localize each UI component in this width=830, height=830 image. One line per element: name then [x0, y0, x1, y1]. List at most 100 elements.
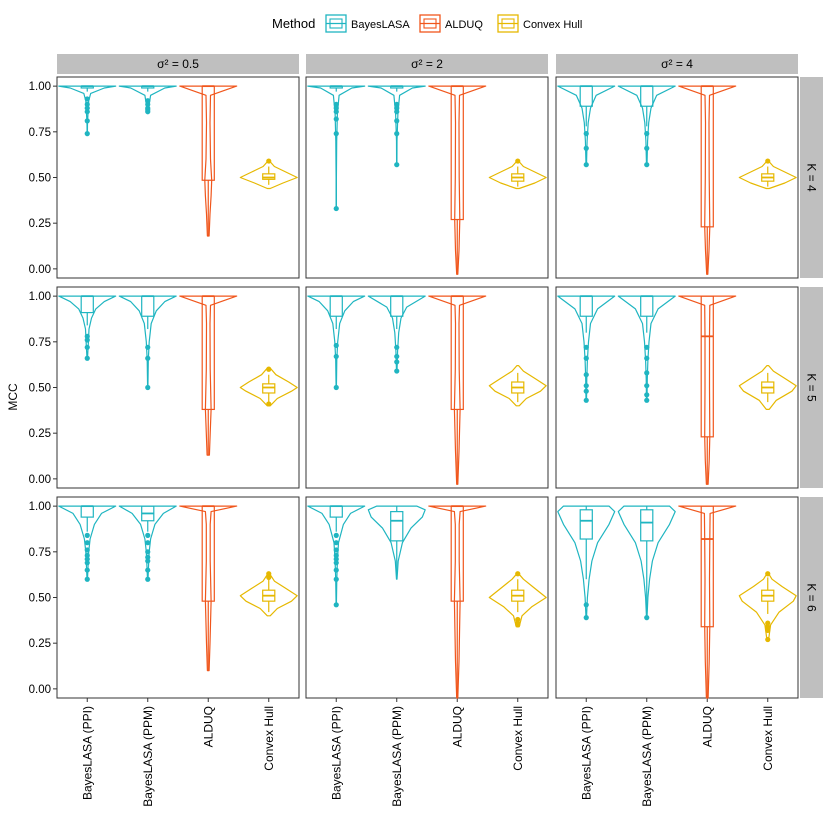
strip-label: σ² = 4 [661, 57, 693, 71]
outlier-point [84, 118, 90, 124]
series-convex-hull [738, 158, 797, 190]
outlier-point [644, 615, 650, 621]
series-bayeslasa-ppm- [617, 85, 676, 168]
outlier-point [145, 355, 151, 361]
outlier-point [644, 355, 650, 361]
outlier-point [515, 622, 521, 628]
x-tick-label: ALDUQ [700, 706, 714, 747]
y-tick-label: 0.25 [29, 638, 51, 650]
strip-label: K = 4 [805, 163, 819, 192]
x-tick-label: BayesLASA (PPM) [141, 706, 155, 807]
violin [367, 505, 426, 580]
outlier-point [266, 574, 272, 581]
outlier-point [394, 118, 400, 124]
panel-frame [56, 286, 300, 489]
panel-frame [305, 76, 549, 279]
outlier-point [333, 353, 339, 360]
outlier-point [84, 96, 90, 102]
outlier-point [84, 547, 90, 553]
outlier-point [145, 344, 151, 350]
legend-label: BayesLASA [351, 19, 410, 31]
series-alduq [179, 85, 238, 237]
series-convex-hull [738, 365, 797, 410]
outlier-point [644, 131, 650, 137]
outlier-point [333, 567, 339, 573]
panel-r1-c1 [56, 76, 300, 279]
legend: Method BayesLASA ALDUQ Convex Hull [272, 14, 582, 33]
outlier-point [145, 549, 151, 555]
outlier-point [644, 397, 650, 403]
outlier-point [333, 384, 339, 391]
y-tick-label: 0.25 [29, 218, 51, 230]
box [262, 173, 276, 180]
row-strip-2: K = 5 [800, 287, 823, 488]
outlier-point [333, 131, 339, 137]
outlier-point [394, 344, 400, 350]
outlier-point [333, 560, 339, 566]
outlier-point [394, 353, 400, 360]
series-bayeslasa-ppi- [58, 295, 117, 361]
x-tick-label: BayesLASA (PPI) [80, 706, 94, 800]
outlier-point [583, 344, 589, 350]
outlier-point [84, 567, 90, 573]
outlier-point [266, 401, 272, 407]
strip-background [306, 54, 548, 74]
outlier-point [333, 602, 339, 608]
outlier-point [266, 158, 272, 164]
outlier-point [515, 616, 521, 623]
panel-frame [305, 496, 549, 699]
outlier-point [394, 101, 400, 108]
y-tick-label: 1.00 [29, 81, 51, 93]
x-tick-label: Convex Hull [511, 706, 525, 771]
series-bayeslasa-ppm- [367, 505, 426, 580]
panel-frame [555, 496, 799, 699]
legend-item-bayeslasa: BayesLASA [325, 14, 410, 33]
outlier-point [333, 556, 339, 562]
outlier-point [515, 571, 521, 577]
outlier-point [145, 558, 151, 564]
outlier-point [145, 98, 151, 104]
legend-label: Convex Hull [523, 19, 582, 31]
series-alduq [179, 505, 238, 672]
y-tick-label: 0.00 [29, 684, 51, 696]
outlier-point [84, 344, 90, 350]
x-tick-label: ALDUQ [450, 706, 464, 747]
outlier-point [84, 101, 90, 108]
series-alduq [678, 505, 737, 699]
panel-r2-c3 [555, 286, 799, 489]
outlier-point [333, 116, 339, 122]
series-bayeslasa-ppm- [118, 505, 177, 582]
panel-frame [555, 286, 799, 489]
outlier-point [644, 392, 650, 398]
violin [617, 505, 676, 619]
series-convex-hull [488, 571, 547, 628]
x-tick-label: BayesLASA (PPI) [579, 706, 593, 800]
column-strip-3: σ² = 4 [556, 54, 798, 74]
series-alduq [428, 295, 487, 485]
x-tick-label: Convex Hull [262, 706, 276, 771]
outlier-point [394, 368, 400, 374]
outlier-point [84, 333, 90, 339]
outlier-point [333, 547, 339, 553]
series-alduq [678, 85, 737, 275]
series-alduq [428, 85, 487, 275]
outlier-point [145, 576, 151, 582]
y-tick-label: 0.25 [29, 428, 51, 440]
legend-key-inner [501, 18, 515, 29]
outlier-point [145, 101, 151, 108]
series-alduq [428, 505, 487, 699]
outlier-point [394, 109, 400, 115]
outlier-point [333, 105, 339, 111]
panel-r2-c1 [56, 286, 300, 489]
strip-background [556, 54, 798, 74]
panel-r3-c3 [555, 496, 799, 699]
outlier-point [394, 359, 400, 365]
legend-key-inner [329, 18, 343, 29]
outlier-point [765, 158, 771, 164]
outlier-point [583, 615, 589, 621]
legend-label: ALDUQ [445, 19, 483, 31]
outlier-point [333, 205, 339, 212]
violin [557, 505, 616, 619]
outlier-point [84, 540, 90, 546]
series-alduq [678, 295, 737, 485]
